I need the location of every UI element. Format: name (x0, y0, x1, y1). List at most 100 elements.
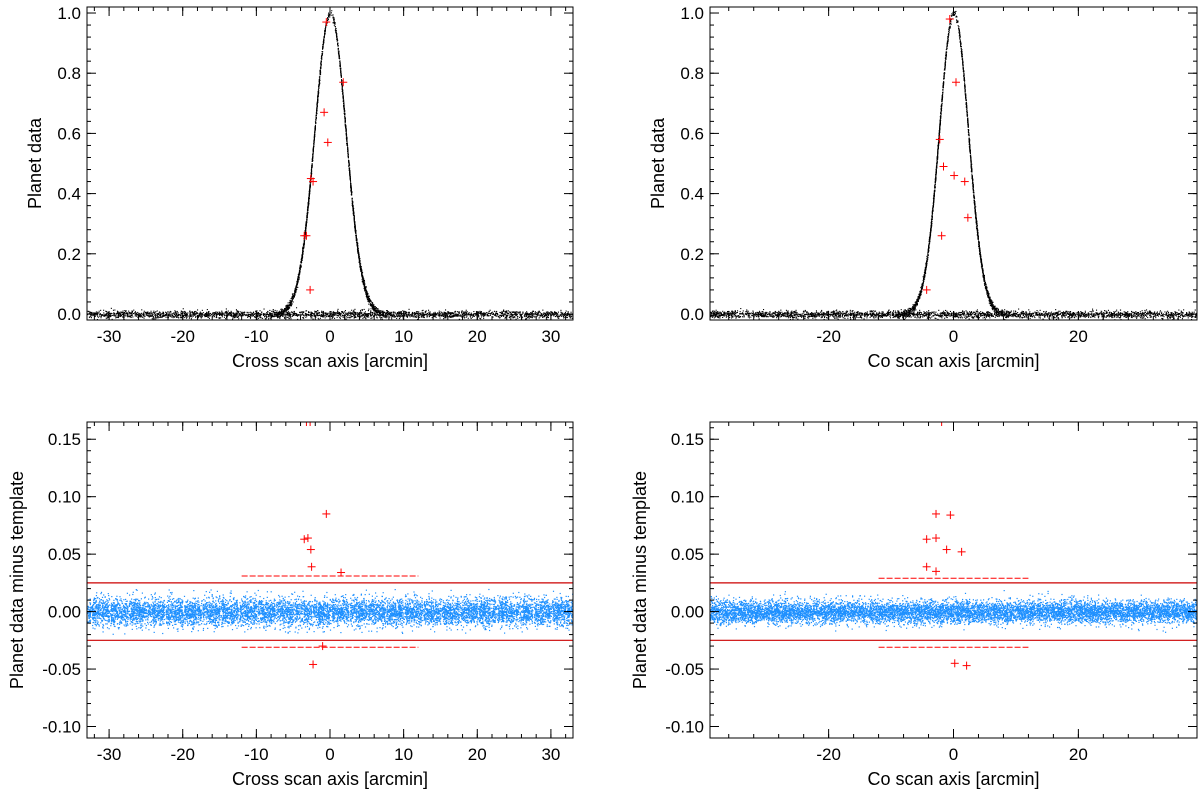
data-point (117, 311, 119, 313)
data-point (444, 315, 446, 317)
data-point (370, 311, 372, 313)
data-point (256, 312, 258, 314)
data-point (307, 205, 309, 207)
data-point (153, 312, 155, 314)
data-point (352, 313, 354, 315)
data-point (347, 149, 349, 151)
data-point (426, 314, 428, 316)
data-point (270, 313, 272, 315)
data-point (455, 313, 457, 315)
data-point (358, 256, 360, 258)
data-point (142, 314, 144, 316)
data-point (326, 313, 328, 315)
data-point (318, 88, 320, 90)
data-point (111, 314, 113, 316)
data-point (346, 142, 348, 144)
data-point (191, 311, 193, 313)
data-point (398, 312, 400, 314)
data-point (472, 314, 474, 316)
data-point (167, 311, 169, 313)
data-point (533, 314, 535, 316)
data-point (319, 71, 321, 73)
data-point (542, 316, 544, 318)
data-point (364, 283, 366, 285)
data-point (276, 315, 278, 317)
data-point (93, 314, 95, 316)
data-point (311, 171, 313, 173)
data-point (513, 311, 515, 313)
data-point (285, 306, 287, 308)
data-point (130, 315, 132, 317)
data-point (546, 311, 548, 313)
data-point (365, 290, 367, 292)
data-point (110, 307, 112, 309)
x-tick-label: -20 (170, 327, 195, 346)
data-point (312, 150, 314, 152)
data-point (334, 317, 336, 319)
data-point (230, 313, 232, 315)
data-point (392, 315, 394, 317)
data-point (291, 302, 293, 304)
data-point (369, 300, 371, 302)
data-point (309, 311, 311, 313)
data-point (110, 315, 112, 317)
data-point (457, 314, 459, 316)
data-point (201, 315, 203, 317)
data-point (166, 314, 168, 316)
data-point (358, 261, 360, 263)
data-point (304, 229, 306, 231)
data-point (365, 314, 367, 316)
data-point (292, 313, 294, 315)
data-point (259, 316, 261, 318)
data-point (242, 312, 244, 314)
data-point (205, 315, 207, 317)
data-point (308, 311, 310, 313)
data-point (481, 313, 483, 315)
data-point (510, 318, 512, 320)
data-point (509, 314, 511, 316)
data-point (229, 315, 231, 317)
data-point (220, 313, 222, 315)
data-point (308, 196, 310, 198)
data-point (328, 16, 330, 18)
data-point (148, 316, 150, 318)
data-point (319, 72, 321, 74)
data-point (504, 317, 506, 319)
data-point (113, 313, 115, 315)
data-point (806, 312, 808, 314)
data-point (423, 315, 425, 317)
data-point (309, 186, 311, 188)
data-point (283, 316, 285, 318)
data-point (474, 313, 476, 315)
data-point (503, 314, 505, 316)
data-point (198, 316, 200, 318)
data-point (308, 198, 310, 200)
data-point (361, 314, 363, 316)
data-point (473, 315, 475, 317)
data-point (345, 132, 347, 134)
data-point (301, 259, 303, 261)
data-point (298, 277, 300, 279)
data-point (413, 314, 415, 316)
data-point (276, 314, 278, 316)
data-point (204, 315, 206, 317)
data-point (292, 315, 294, 317)
data-point (155, 317, 157, 319)
data-point (325, 315, 327, 317)
data-point (350, 182, 352, 184)
data-point (471, 313, 473, 315)
data-point (316, 108, 318, 110)
data-point (525, 318, 527, 320)
data-point (186, 316, 188, 318)
data-point (197, 315, 199, 317)
data-point (266, 314, 268, 316)
data-point (301, 313, 303, 315)
data-point (358, 255, 360, 257)
data-point (517, 317, 519, 319)
data-point (252, 313, 254, 315)
data-point (405, 315, 407, 317)
data-point (311, 164, 313, 166)
data-point (365, 318, 367, 320)
data-point (299, 270, 301, 272)
data-point (334, 314, 336, 316)
